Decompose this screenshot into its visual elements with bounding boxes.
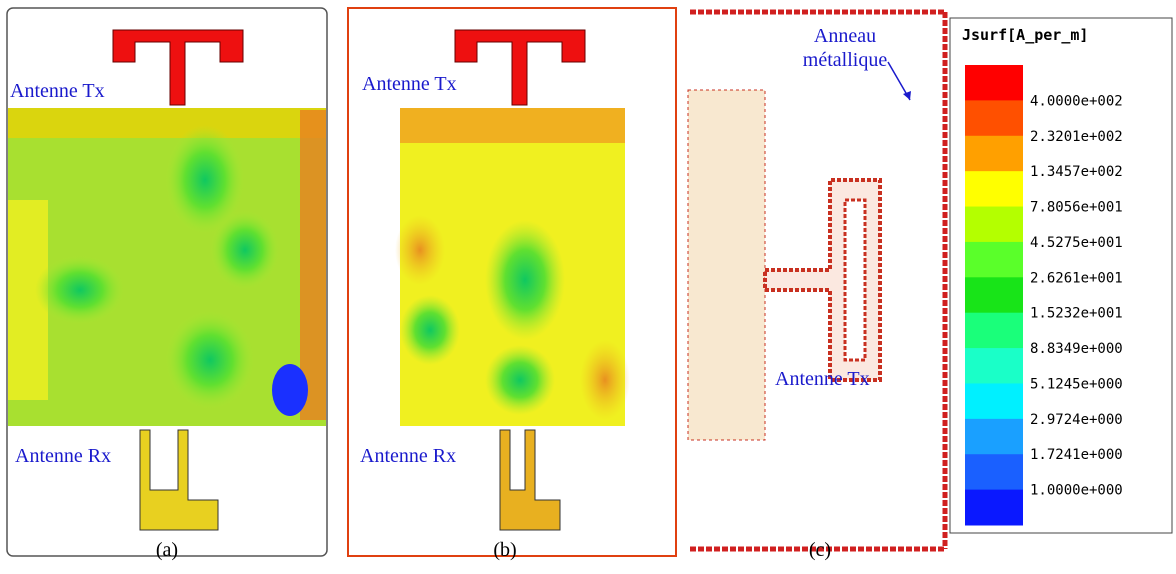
caption: (b) [493, 539, 516, 561]
legend-swatch [965, 277, 1023, 314]
tx-label: Antenne Tx [775, 368, 870, 390]
legend: Jsurf[A_per_m] 4.0000e+002 2.3201e+002 1.3… [949, 17, 1173, 534]
rx-label: Antenne Rx [15, 445, 111, 467]
legend-level: 1.3457e+002 [1030, 164, 1123, 180]
legend-level: 8.8349e+000 [1030, 341, 1123, 357]
legend-level: 1.0000e+000 [1030, 483, 1123, 499]
tx-label: Antenne Tx [10, 80, 105, 102]
legend-level: 2.6261e+001 [1030, 270, 1123, 286]
legend-swatch [965, 65, 1023, 101]
legend-swatch [965, 454, 1023, 491]
legend-level: 7.8056e+001 [1030, 200, 1123, 216]
legend-level: 5.1245e+000 [1030, 376, 1123, 392]
ring-label-line: Anneau [814, 25, 876, 47]
legend-level: 1.7241e+000 [1030, 447, 1123, 463]
caption: (c) [809, 539, 831, 561]
panel-b: Antenne Tx Antenne Rx (b) [347, 7, 677, 561]
caption: (a) [156, 539, 178, 561]
legend-swatch [965, 206, 1023, 243]
panel-c: Anneau métallique Antenne Tx (c) [687, 9, 948, 561]
legend-swatch [965, 489, 1023, 526]
legend-level: 2.9724e+000 [1030, 412, 1123, 428]
legend-swatch [965, 418, 1023, 455]
legend-level: 2.3201e+002 [1030, 129, 1123, 145]
legend-level: 4.5275e+001 [1030, 235, 1123, 251]
ring-label-line: métallique [803, 49, 888, 71]
legend-swatch [965, 383, 1023, 420]
legend-swatch [965, 348, 1023, 384]
legend-swatch [965, 312, 1023, 349]
legend-swatch [965, 100, 1023, 137]
legend-level: 4.0000e+002 [1030, 93, 1123, 109]
legend-swatch [965, 135, 1023, 172]
panel-a: Antenne Tx Antenne Rx (a) [6, 7, 328, 561]
legend-title: Jsurf[A_per_m] [962, 26, 1088, 44]
legend-level: 1.5232e+001 [1030, 306, 1123, 322]
rx-label: Antenne Rx [360, 445, 456, 467]
legend-swatch [965, 171, 1023, 208]
tx-label: Antenne Tx [362, 73, 457, 95]
legend-swatch [965, 241, 1023, 278]
